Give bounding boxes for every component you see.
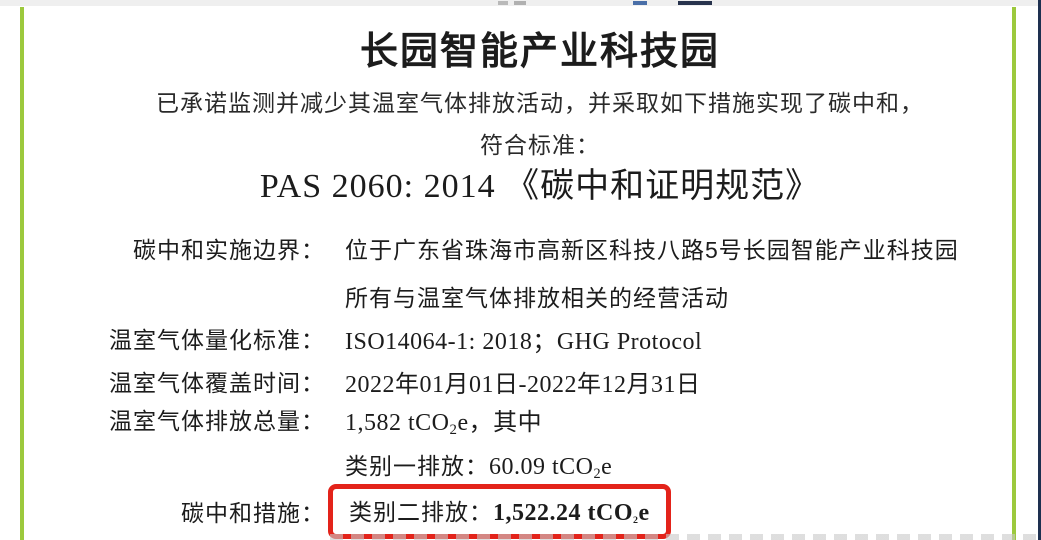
field-value-quantification: ISO14064-1: 2018；GHG Protocol [345,329,703,355]
field-value-boundary-line1: 位于广东省珠海市高新区科技八路5号长园智能产业科技园 [345,237,959,263]
total-emissions-number: 1,582 tCO [345,410,450,436]
right-green-rule [1012,7,1016,540]
cutoff-text-remnant [330,534,1036,540]
category2-label: 类别二排放： [349,499,493,525]
standard-reference: PAS 2060: 2014 《碳中和证明规范》 [259,168,821,205]
field-value-boundary-line2: 所有与温室气体排放相关的经营活动 [345,285,729,311]
field-row-boundary: 碳中和实施边界： 位于广东省珠海市高新区科技八路5号长园智能产业科技园 [40,231,1040,265]
category2-number: 1,522.24 tCO [493,500,633,526]
field-value-coverage: 2022年01月01日-2022年12月31日 [345,372,701,398]
viewer-edge-mark [514,1,526,5]
viewer-top-edge [0,0,1041,6]
field-row-coverage: 温室气体覆盖时间： 2022年01月01日-2022年12月31日 [40,364,1040,399]
field-row-category1: 类别一排放：60.09 tCO2e [40,447,1040,482]
co2-subscript: 2 [449,422,458,439]
co2-subscript: 2 [593,465,602,482]
commitment-statement: 已承诺监测并减少其温室气体排放活动，并采取如下措施实现了碳中和， [156,90,924,116]
field-row-quantification: 温室气体量化标准： ISO14064-1: 2018；GHG Protocol [40,321,1040,356]
category1-suffix: e [601,454,613,480]
field-label-measures: 碳中和措施： [181,500,325,526]
field-row-total-emissions: 温室气体排放总量： 1,582 tCO2e，其中 [40,402,1040,439]
viewer-edge-mark [498,1,508,5]
category1-label: 类别一排放： [345,453,489,479]
category2-highlight-box: 类别二排放：1,522.24 tCO2e [328,484,671,539]
field-row-boundary-continued: 所有与温室气体排放相关的经营活动 [40,279,1040,313]
co2-subscript: 2 [633,514,639,526]
certificate-body: 长园智能产业科技园 已承诺监测并减少其温室气体排放活动，并采取如下措施实现了碳中… [40,0,1040,540]
page-title: 长园智能产业科技园 [359,31,720,73]
conformance-line: 符合标准： [480,132,600,158]
field-value-category1: 类别一排放：60.09 tCO2e [345,447,613,482]
field-label-coverage: 温室气体覆盖时间： [109,370,325,396]
category2-suffix: e [638,500,650,526]
viewer-edge-mark [678,1,712,5]
viewer-edge-mark [633,1,647,5]
field-label-total-emissions: 温室气体排放总量： [109,408,325,434]
left-green-rule [20,7,24,540]
field-label-quantification: 温室气体量化标准： [109,327,325,353]
total-emissions-suffix: e，其中 [457,410,543,436]
field-value-total-emissions: 1,582 tCO2e，其中 [345,402,543,439]
field-row-measures: 碳中和措施： 类别二排放：1,522.24 tCO2e [40,484,1040,539]
category1-number: 60.09 tCO [489,454,594,480]
field-label-boundary: 碳中和实施边界： [133,237,325,263]
right-navy-edge [1038,0,1041,540]
